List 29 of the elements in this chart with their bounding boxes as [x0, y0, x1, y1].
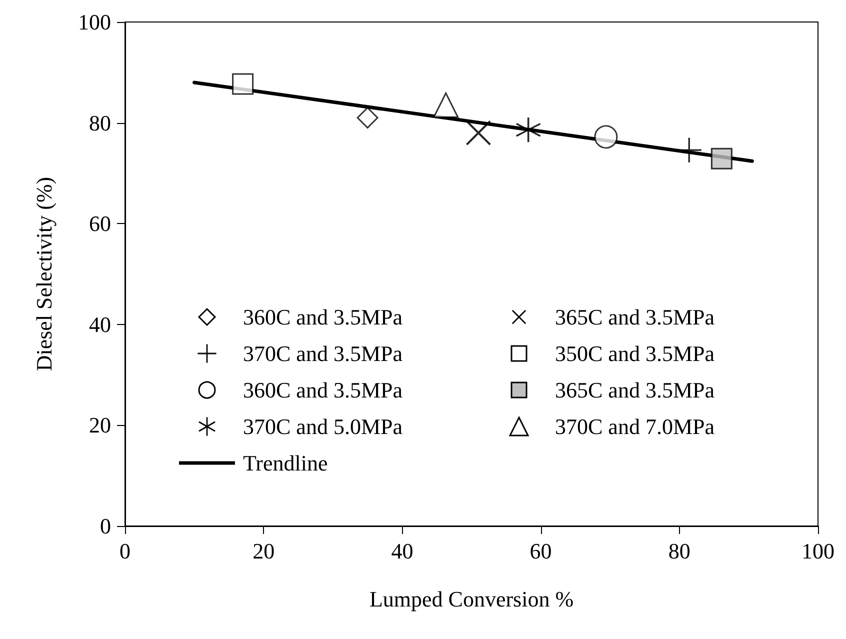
x-tick-label: 0	[120, 538, 130, 564]
legend-label: 370C and 5.0MPa	[243, 414, 403, 439]
y-tick-label: 100	[78, 10, 111, 34]
x-tick-label: 40	[391, 538, 414, 564]
legend-label: 370C and 3.5MPa	[243, 341, 403, 366]
point	[466, 120, 491, 146]
legend-label: Trendline	[243, 450, 328, 476]
point	[232, 73, 254, 95]
y-tick-label: 0	[100, 514, 111, 538]
legend-label: 350C and 3.5MPa	[555, 341, 715, 366]
y-tick-label: 80	[89, 110, 111, 136]
x-tick-label: 60	[530, 538, 552, 564]
x-axis-title: Lumped Conversion %	[369, 586, 574, 612]
y-axis-title: Diesel Selectivity (%)	[32, 176, 56, 372]
legend-label: 360C and 3.5MPa	[243, 304, 403, 330]
legend-label: 365C and 3.5MPa	[555, 304, 715, 330]
point	[710, 148, 732, 170]
y-tick-label: 40	[89, 312, 111, 337]
y-tick-label: 60	[89, 211, 111, 236]
point	[516, 118, 541, 142]
x-tick-label: 20	[252, 538, 275, 564]
legend-label: 365C and 3.5MPa	[555, 378, 715, 402]
x-tick-label: 80	[668, 538, 690, 564]
y-tick-label: 20	[89, 412, 111, 438]
point	[433, 92, 459, 118]
legend-label: 360C and 3.5MPa	[243, 378, 403, 402]
legend-label: 370C and 7.0MPa	[555, 414, 715, 439]
x-tick-label: 100	[802, 538, 834, 564]
point	[594, 125, 618, 149]
